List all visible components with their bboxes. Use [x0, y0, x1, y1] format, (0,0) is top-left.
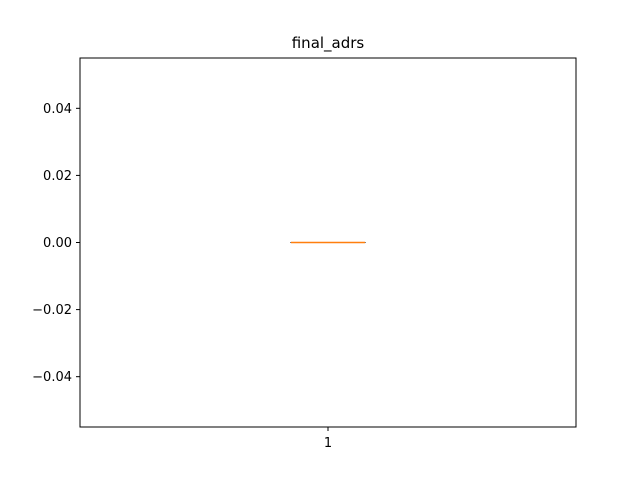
chart-title: final_adrs [292, 34, 365, 53]
x-axis: 1 [324, 427, 332, 451]
y-tick-label: 0.04 [43, 102, 72, 117]
y-tick-label: −0.02 [32, 303, 72, 318]
y-tick-label: 0.00 [43, 236, 72, 251]
y-axis: −0.04 −0.02 0.00 0.02 0.04 [32, 102, 80, 385]
y-tick-label: −0.04 [32, 370, 72, 385]
y-tick-label: 0.02 [43, 169, 72, 184]
x-tick-label: 1 [324, 436, 332, 451]
